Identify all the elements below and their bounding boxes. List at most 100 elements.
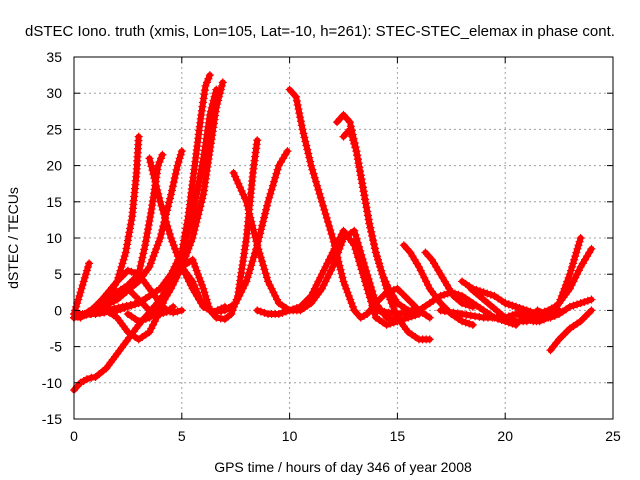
data-point (145, 306, 154, 315)
data-point (458, 310, 467, 319)
data-point (265, 193, 274, 202)
data-point (151, 178, 160, 187)
data-point (149, 320, 158, 329)
data-point (311, 177, 320, 186)
data-point (321, 277, 330, 286)
data-point (123, 266, 132, 275)
data-point (246, 265, 255, 274)
data-point (247, 217, 256, 226)
y-tick-label: 10 (46, 230, 62, 246)
data-point (141, 241, 150, 250)
data-point (159, 209, 168, 218)
data-point (310, 284, 319, 293)
data-point (168, 182, 177, 191)
y-tick-label: -15 (42, 411, 62, 427)
data-point (214, 96, 223, 105)
data-point (309, 169, 318, 178)
data-point (327, 229, 336, 238)
data-point (348, 302, 357, 311)
data-point (571, 252, 580, 261)
data-point (347, 299, 356, 308)
data-point (320, 205, 329, 214)
data-point (244, 269, 253, 278)
data-point (213, 100, 222, 109)
data-point (256, 253, 265, 262)
data-point (328, 234, 337, 242)
data-point (260, 308, 269, 317)
data-point (124, 232, 133, 241)
data-point (576, 299, 585, 308)
data-point (587, 306, 596, 315)
data-point (167, 186, 176, 195)
data-point (191, 222, 200, 231)
data-point (450, 289, 459, 298)
data-point (350, 139, 359, 148)
data-point (314, 277, 323, 286)
data-point (188, 255, 197, 264)
x-tick-label: 15 (390, 428, 406, 444)
data-point (169, 302, 178, 311)
data-point (166, 194, 175, 203)
data-point (240, 281, 249, 290)
data-point (252, 237, 261, 246)
data-point (443, 289, 452, 298)
data-point (194, 181, 203, 190)
data-point (238, 284, 247, 293)
data-point (351, 245, 360, 254)
data-point (141, 314, 150, 323)
data-point (81, 270, 90, 279)
data-point (565, 302, 574, 311)
data-point (136, 261, 145, 270)
data-point (361, 195, 370, 204)
data-point (249, 225, 258, 234)
data-point (436, 291, 445, 300)
data-point (316, 273, 325, 282)
data-point (458, 317, 467, 326)
data-point (458, 299, 467, 308)
data-point (192, 192, 201, 201)
data-point (173, 252, 182, 261)
data-point (569, 259, 578, 268)
data-point (359, 187, 368, 196)
data-point (236, 183, 245, 192)
data-point (123, 240, 132, 249)
data-point (471, 312, 480, 321)
data-point (339, 277, 348, 286)
data-point (294, 105, 303, 114)
data-point (323, 273, 332, 282)
data-point (185, 241, 194, 250)
data-point (183, 248, 192, 257)
data-point (272, 169, 281, 178)
data-point (141, 237, 150, 246)
data-point (383, 281, 392, 290)
data-point (368, 231, 377, 240)
data-point (173, 161, 182, 170)
data-point (306, 157, 315, 166)
data-point (468, 320, 477, 329)
data-point (251, 233, 260, 242)
data-point (255, 249, 264, 258)
data-point (299, 129, 308, 138)
data-point (321, 209, 330, 218)
data-point (340, 281, 349, 290)
data-point (346, 295, 355, 304)
data-point (161, 213, 170, 222)
data-point (573, 300, 582, 309)
data-point (462, 310, 471, 319)
data-point (244, 205, 253, 214)
y-tick-label: 0 (54, 302, 62, 318)
data-point (587, 244, 596, 253)
data-point (150, 317, 159, 326)
data-point (292, 303, 301, 312)
data-point (564, 273, 573, 282)
data-point (176, 150, 185, 159)
data-point (248, 257, 257, 266)
data-point (148, 255, 157, 264)
data-point (163, 221, 172, 230)
data-point (187, 237, 196, 246)
data-point (229, 168, 238, 177)
data-point (144, 225, 153, 234)
data-point (122, 301, 131, 310)
data-point (199, 98, 208, 107)
data-point (116, 287, 125, 296)
